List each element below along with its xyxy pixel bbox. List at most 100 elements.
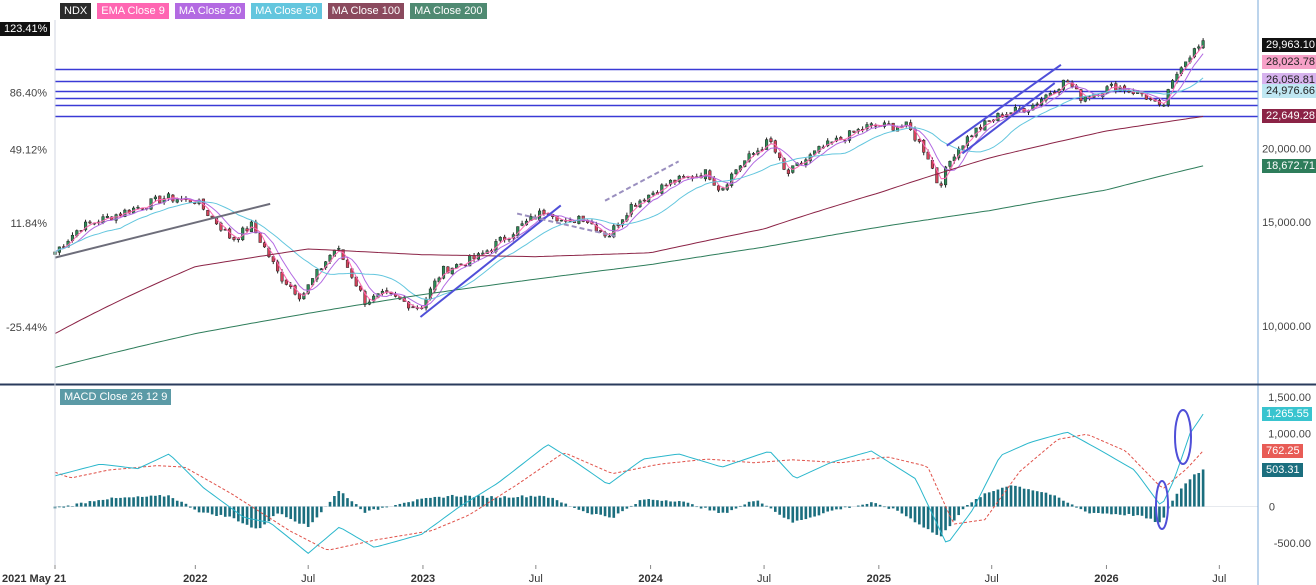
candle[interactable] [917, 139, 921, 142]
candle[interactable] [498, 237, 502, 241]
candle[interactable] [446, 266, 450, 274]
candle[interactable] [88, 221, 92, 224]
candle[interactable] [345, 259, 350, 268]
trendline[interactable] [604, 160, 680, 202]
candle[interactable] [607, 235, 611, 238]
candle[interactable] [1066, 80, 1070, 83]
candle[interactable] [1171, 80, 1175, 89]
candle[interactable] [1079, 89, 1083, 101]
candle[interactable] [118, 213, 123, 216]
candle[interactable] [682, 176, 686, 178]
candle[interactable] [136, 206, 140, 209]
candle[interactable] [769, 138, 773, 143]
candle[interactable] [948, 161, 952, 167]
candle[interactable] [629, 204, 633, 215]
candle[interactable] [1083, 96, 1087, 102]
candle[interactable] [385, 290, 389, 292]
candle[interactable] [721, 188, 725, 191]
candle[interactable] [206, 210, 210, 216]
candle[interactable] [254, 221, 258, 234]
candle[interactable] [319, 268, 323, 271]
candle[interactable] [271, 256, 275, 262]
candle[interactable] [1044, 94, 1048, 101]
candle[interactable] [83, 221, 88, 231]
candle[interactable] [1184, 61, 1188, 68]
candle[interactable] [751, 153, 756, 155]
candle[interactable] [642, 199, 646, 202]
candle[interactable] [166, 193, 171, 199]
candle[interactable] [363, 291, 367, 305]
candle[interactable] [1201, 40, 1205, 49]
trendline[interactable] [516, 212, 616, 237]
candle[interactable] [232, 237, 236, 240]
candle[interactable] [407, 301, 411, 309]
candle[interactable] [1127, 90, 1131, 93]
candle[interactable] [978, 126, 983, 130]
candle[interactable] [337, 248, 341, 250]
candle[interactable] [996, 113, 1000, 122]
candle[interactable] [839, 137, 843, 140]
candle[interactable] [175, 199, 179, 203]
trendline[interactable] [54, 202, 271, 259]
trendline[interactable] [419, 204, 562, 318]
legend-tag-ma-close-200[interactable]: MA Close 200 [410, 3, 487, 19]
candle[interactable] [935, 167, 939, 184]
candle[interactable] [826, 140, 830, 147]
candle[interactable] [786, 169, 790, 174]
candle[interactable] [651, 192, 655, 195]
candle[interactable] [481, 252, 485, 255]
candle[interactable] [869, 123, 873, 126]
candle[interactable] [987, 120, 991, 122]
candle[interactable] [634, 204, 638, 207]
legend-tag-ma-close-50[interactable]: MA Close 50 [251, 3, 322, 19]
candle[interactable] [852, 130, 856, 133]
legend-tag-ndx[interactable]: NDX [60, 3, 92, 19]
candle[interactable] [1192, 48, 1196, 58]
candle[interactable] [411, 306, 415, 309]
candle[interactable] [939, 183, 943, 186]
candle[interactable] [747, 153, 751, 162]
candle[interactable] [616, 224, 620, 227]
candle[interactable] [1035, 103, 1039, 106]
trendline[interactable] [946, 64, 1062, 147]
candle[interactable] [1149, 98, 1153, 100]
candle[interactable] [101, 216, 105, 224]
candle[interactable] [542, 209, 546, 215]
candle[interactable] [965, 136, 969, 146]
candle[interactable] [450, 267, 454, 275]
candle[interactable] [734, 169, 738, 175]
candle[interactable] [1162, 104, 1166, 107]
candle[interactable] [847, 130, 852, 141]
candle[interactable] [926, 151, 930, 160]
candle[interactable] [778, 152, 782, 159]
candle[interactable] [834, 137, 838, 142]
candle[interactable] [1061, 79, 1065, 90]
candle[interactable] [891, 122, 895, 131]
candle[interactable] [970, 135, 974, 138]
candle[interactable] [245, 228, 249, 232]
candle[interactable] [865, 124, 869, 129]
candle[interactable] [459, 263, 463, 266]
candle[interactable] [315, 269, 319, 280]
candle[interactable] [952, 156, 956, 161]
legend-tag-ma-close-100[interactable]: MA Close 100 [327, 3, 405, 19]
annotation-ellipse[interactable] [1174, 409, 1192, 465]
candle[interactable] [668, 179, 673, 185]
candle[interactable] [441, 265, 446, 279]
candle[interactable] [559, 219, 563, 222]
candle[interactable] [1197, 46, 1201, 49]
candle[interactable] [153, 196, 157, 200]
candle[interactable] [1109, 83, 1114, 86]
candle[interactable] [262, 242, 267, 248]
candle[interactable] [306, 284, 310, 294]
candle[interactable] [765, 139, 769, 150]
candle[interactable] [599, 229, 603, 232]
candle[interactable] [520, 223, 524, 226]
candle[interactable] [664, 184, 668, 187]
candle[interactable] [782, 158, 786, 170]
trendline[interactable] [961, 82, 1056, 155]
price-pane[interactable] [53, 38, 1258, 368]
candle[interactable] [716, 185, 721, 191]
macd-pane[interactable] [53, 409, 1258, 554]
